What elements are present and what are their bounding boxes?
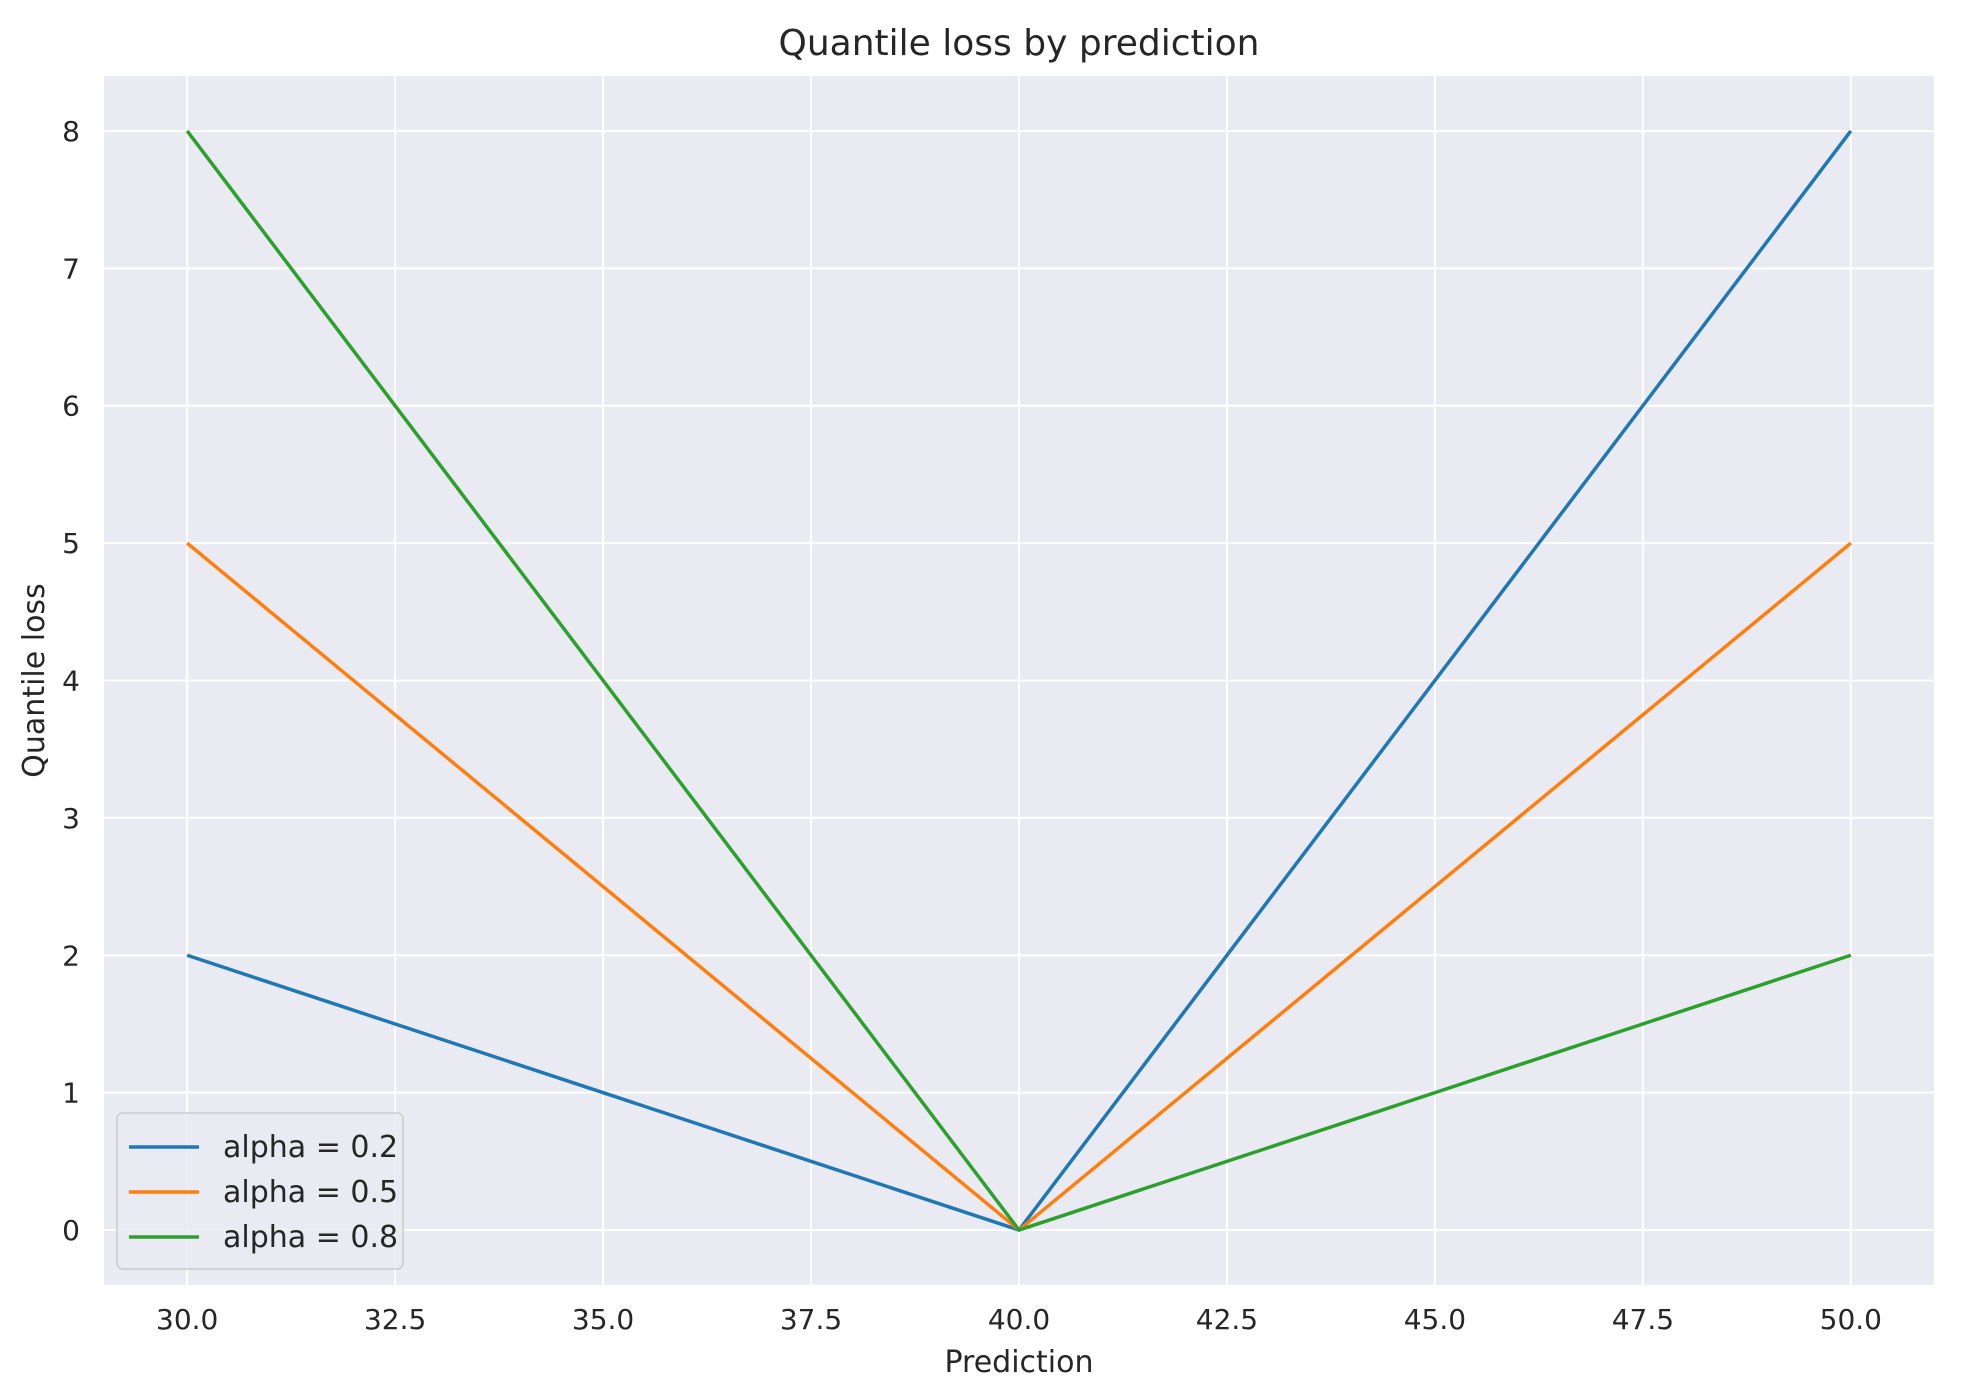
x-tick-label: 32.5 [364,1303,426,1336]
x-tick-label: 50.0 [1820,1303,1882,1336]
legend-label: alpha = 0.2 [223,1130,398,1165]
legend: alpha = 0.2 alpha = 0.5 alpha = 0.8 [116,1112,404,1270]
y-tick-label: 2 [62,939,80,972]
legend-label: alpha = 0.8 [223,1220,398,1255]
chart-title: Quantile loss by prediction [779,23,1260,64]
y-tick-label: 3 [62,802,80,835]
y-tick-label: 1 [62,1077,80,1110]
y-tick-label: 4 [62,665,80,698]
x-tick-label: 47.5 [1612,1303,1674,1336]
x-tick-label: 40.0 [988,1303,1050,1336]
x-axis-label: Prediction [944,1345,1093,1380]
y-axis-label: Quantile loss [17,583,52,777]
series-lines [185,129,1853,1232]
x-tick-label: 35.0 [572,1303,634,1336]
y-tick-label: 5 [62,527,80,560]
y-tick-label: 0 [62,1214,80,1247]
series-line-3 [185,129,1852,1232]
x-tick-label: 42.5 [1196,1303,1258,1336]
x-tick-label: 30.0 [156,1303,218,1336]
y-tick-label: 6 [62,390,80,423]
x-axis-ticks: 30.0 32.5 35.0 37.5 40.0 42.5 45.0 47.5 50.0 [156,1303,1882,1336]
y-axis-ticks: 0 1 2 3 4 5 6 7 8 [62,115,80,1247]
y-tick-label: 7 [62,252,80,285]
legend-label: alpha = 0.5 [223,1175,398,1210]
x-tick-label: 37.5 [780,1303,842,1336]
legend-box [116,1112,404,1270]
x-tick-label: 45.0 [1404,1303,1466,1336]
y-tick-label: 8 [62,115,80,148]
